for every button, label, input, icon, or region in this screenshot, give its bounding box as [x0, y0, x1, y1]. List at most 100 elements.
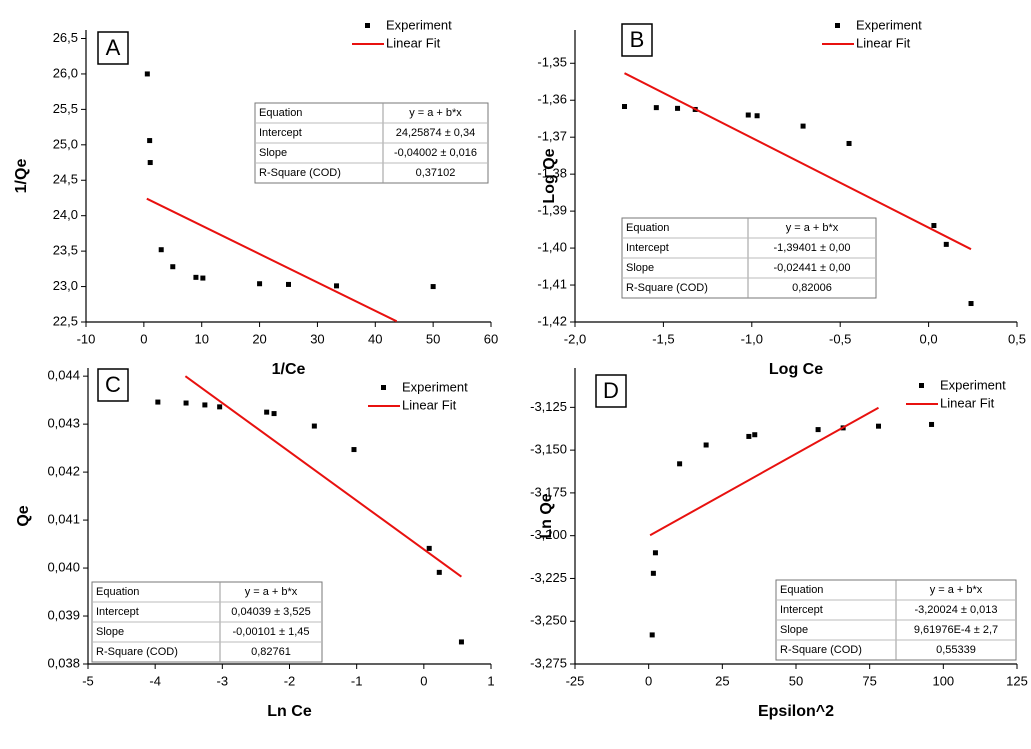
x-axis-label: 1/Ce: [272, 361, 306, 378]
panel-badge: [595, 374, 627, 408]
data-point: [458, 639, 464, 645]
data-point: [649, 632, 655, 638]
legend-swatch: [919, 383, 924, 388]
y-tick-label: 0,043: [47, 416, 80, 431]
data-point: [815, 427, 821, 433]
x-tick-label: 50: [789, 673, 803, 688]
y-tick-label: 0,039: [47, 607, 80, 622]
data-point: [943, 241, 949, 247]
x-tick-label: -1,0: [741, 331, 763, 346]
y-axis-label: Ln Qe: [538, 493, 555, 538]
table-cell: Intercept: [626, 242, 669, 254]
y-tick-label: -1,42: [537, 313, 567, 328]
x-tick-label: 60: [484, 331, 498, 346]
data-point: [677, 461, 683, 467]
x-tick-label: 100: [932, 673, 954, 688]
data-point: [264, 409, 270, 415]
data-point: [754, 113, 760, 119]
data-point: [652, 550, 658, 556]
table-cell: 0,82761: [251, 646, 291, 658]
panel-badge: [621, 23, 653, 57]
table-cell: R-Square (COD): [259, 167, 341, 179]
legend-label: Experiment: [940, 377, 1006, 392]
table-cell: 24,25874 ± 0,34: [396, 127, 475, 139]
data-point: [931, 223, 937, 229]
y-tick-label: 23,5: [53, 243, 78, 258]
y-tick-label: 23,0: [53, 278, 78, 293]
x-axis-label: Ln Ce: [267, 703, 312, 720]
table-cell: 0,37102: [416, 167, 456, 179]
table-cell: Slope: [780, 624, 808, 636]
table-cell: R-Square (COD): [96, 646, 178, 658]
table-cell: -3,20024 ± 0,013: [914, 604, 997, 616]
x-tick-label: 0: [420, 673, 427, 688]
legend-label: Linear Fit: [940, 395, 995, 410]
y-tick-label: -3,250: [530, 613, 567, 628]
y-tick-label: -3,275: [530, 655, 567, 670]
panel-badge: [97, 31, 129, 65]
legend-swatch: [365, 23, 370, 28]
table-cell: Intercept: [259, 127, 302, 139]
fit-line: [624, 72, 972, 251]
table-cell: 0,82006: [792, 282, 832, 294]
y-tick-label: -3,225: [530, 570, 567, 585]
table-cell: y = a + b*x: [930, 584, 983, 596]
data-point: [193, 274, 199, 280]
y-tick-label: -1,38: [537, 166, 567, 181]
table-cell: Intercept: [96, 606, 139, 618]
x-tick-label: 10: [194, 331, 208, 346]
legend-label: Linear Fit: [856, 35, 911, 50]
legend-label: Experiment: [856, 17, 922, 32]
x-tick-label: -25: [566, 673, 585, 688]
data-point: [426, 545, 432, 551]
y-tick-label: 0,042: [47, 464, 80, 479]
legend-label: Experiment: [402, 379, 468, 394]
fit-line: [146, 197, 398, 323]
table-cell: Slope: [96, 626, 124, 638]
data-point: [436, 569, 442, 575]
data-point: [217, 404, 223, 410]
y-tick-label: 26,5: [53, 30, 78, 45]
y-tick-label: -1,36: [537, 92, 567, 107]
x-tick-label: 40: [368, 331, 382, 346]
data-point: [170, 264, 176, 270]
x-tick-label: 0: [645, 673, 652, 688]
table-cell: Equation: [259, 107, 302, 119]
legend-label: Experiment: [386, 17, 452, 32]
y-tick-label: -1,41: [537, 276, 567, 291]
data-point: [257, 281, 263, 287]
y-tick-label: 26,0: [53, 65, 78, 80]
data-point: [155, 399, 161, 405]
table-cell: y = a + b*x: [245, 586, 298, 598]
y-tick-label: 0,044: [47, 368, 80, 383]
table-cell: Slope: [626, 262, 654, 274]
data-point: [800, 123, 806, 129]
y-tick-label: 24,5: [53, 172, 78, 187]
x-tick-label: 1: [487, 673, 494, 688]
data-point: [968, 301, 974, 307]
fit-line: [649, 406, 879, 537]
y-axis-label: Log Qe: [541, 148, 558, 203]
x-tick-label: 0: [140, 331, 147, 346]
x-tick-label: 75: [862, 673, 876, 688]
data-point: [622, 104, 628, 110]
data-point: [752, 432, 758, 438]
data-point: [876, 423, 882, 429]
x-tick-label: 25: [715, 673, 729, 688]
table-cell: y = a + b*x: [409, 107, 462, 119]
x-tick-label: 0,0: [920, 331, 938, 346]
panel: -5 -4 -3 -2 -1 0 1 0,038 0,039 0,040 0,041 0,042 0,0…: [15, 368, 494, 721]
table-cell: R-Square (COD): [626, 282, 708, 294]
y-tick-label: 0,040: [47, 559, 80, 574]
table-cell: -0,02441 ± 0,00: [774, 262, 851, 274]
y-tick-label: -1,37: [537, 129, 567, 144]
table-cell: Equation: [626, 222, 669, 234]
x-tick-label: -4: [149, 673, 161, 688]
table-cell: -0,00101 ± 1,45: [233, 626, 310, 638]
y-tick-label: -3,125: [530, 399, 567, 414]
x-axis-label: Log Ce: [769, 361, 823, 378]
legend-swatch: [381, 385, 386, 390]
table-cell: Intercept: [780, 604, 823, 616]
table-cell: Slope: [259, 147, 287, 159]
y-tick-label: -3,150: [530, 442, 567, 457]
